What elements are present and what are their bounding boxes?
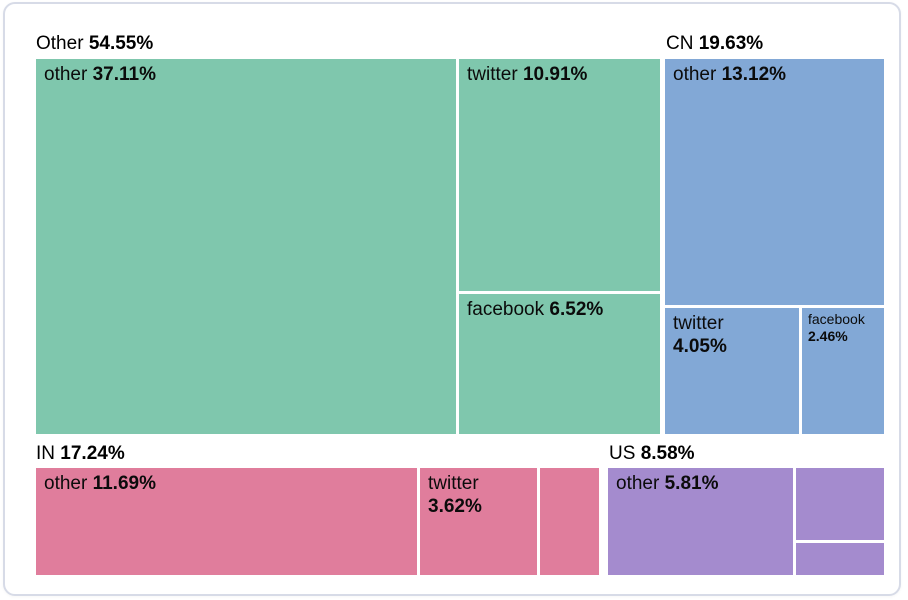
group-label: CN bbox=[666, 33, 694, 54]
group-label: US bbox=[609, 443, 636, 464]
group-header-other: Other 54.55% bbox=[36, 33, 153, 55]
treemap-cell-us-other[interactable]: other 5.81% bbox=[608, 468, 793, 575]
treemap-cell-cn-other[interactable]: other 13.12% bbox=[665, 59, 884, 305]
treemap-cell-in-other[interactable]: other 11.69% bbox=[36, 468, 417, 575]
treemap-cell-other-twitter[interactable]: twitter 10.91% bbox=[459, 59, 660, 291]
treemap-cell-in-facebook[interactable] bbox=[540, 468, 599, 575]
cell-label: other bbox=[616, 473, 660, 494]
treemap-cell-cn-facebook[interactable]: facebook 2.46% bbox=[802, 308, 884, 434]
treemap-cell-us-twitter[interactable] bbox=[796, 468, 884, 540]
cell-label: twitter bbox=[673, 313, 724, 334]
treemap-cell-in-twitter[interactable]: twitter 3.62% bbox=[420, 468, 537, 575]
cell-value: 3.62% bbox=[428, 496, 482, 517]
cell-value: 4.05% bbox=[673, 336, 727, 357]
treemap-cell-other-other[interactable]: other 37.11% bbox=[36, 59, 456, 434]
cell-label: facebook bbox=[808, 311, 865, 327]
group-value: 17.24% bbox=[60, 443, 125, 464]
group-label: IN bbox=[36, 443, 55, 464]
cell-value: 5.81% bbox=[664, 473, 719, 494]
treemap-cell-cn-twitter[interactable]: twitter 4.05% bbox=[665, 308, 799, 434]
cell-value: 10.91% bbox=[522, 64, 588, 85]
cell-label: other bbox=[44, 473, 88, 494]
treemap-cell-other-facebook[interactable]: facebook 6.52% bbox=[459, 294, 660, 434]
group-header-us: US 8.58% bbox=[609, 443, 695, 465]
cell-label: twitter bbox=[428, 473, 479, 494]
cell-label: facebook bbox=[467, 299, 545, 320]
group-value: 19.63% bbox=[698, 33, 764, 54]
treemap-card: Other 54.55% CN 19.63% IN 17.24% US 8.58… bbox=[3, 2, 901, 596]
group-label: Other bbox=[36, 33, 84, 54]
group-header-in: IN 17.24% bbox=[36, 443, 125, 465]
group-value: 8.58% bbox=[640, 443, 695, 464]
cell-value: 13.12% bbox=[721, 64, 787, 85]
group-header-cn: CN 19.63% bbox=[666, 33, 763, 55]
cell-value: 2.46% bbox=[808, 328, 848, 344]
cell-value: 6.52% bbox=[549, 299, 604, 320]
cell-value: 37.11% bbox=[92, 64, 156, 85]
cell-label: twitter bbox=[467, 64, 518, 85]
cell-label: other bbox=[673, 64, 717, 85]
group-value: 54.55% bbox=[88, 33, 154, 54]
cell-value: 11.69% bbox=[92, 473, 156, 494]
cell-label: other bbox=[44, 64, 88, 85]
treemap-cell-us-facebook[interactable] bbox=[796, 543, 884, 575]
